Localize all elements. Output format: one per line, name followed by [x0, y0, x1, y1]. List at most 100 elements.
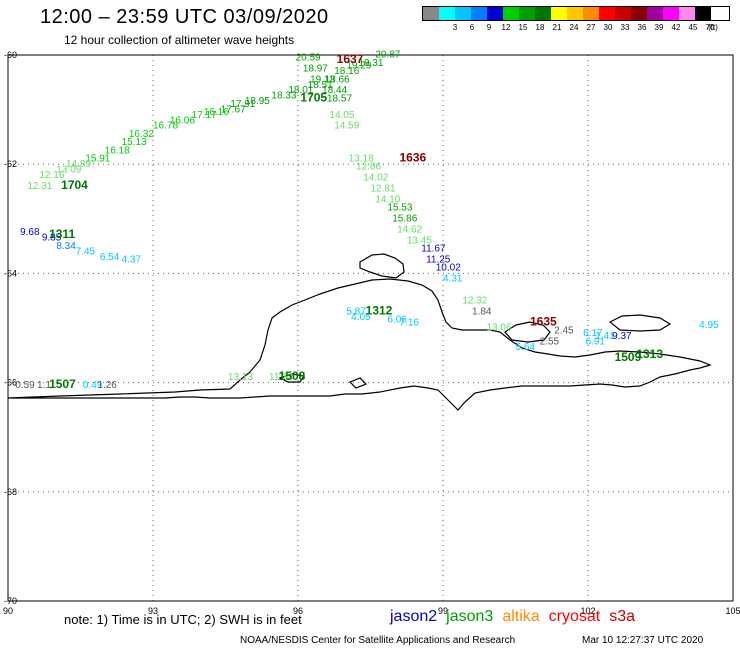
- swh-value-label: 5.87: [346, 306, 366, 317]
- map-title: 12:00 – 23:59 UTC 03/09/2020: [40, 6, 329, 28]
- satellite-pass-times: 1637 1636 1635 1705 1704 1311 1312 1313 1507 1508…: [49, 52, 663, 391]
- color-scale-legend: 3 6 9 12 15 18 21 24 27 30 33 36 39 42 45 70 (ft): [422, 6, 730, 35]
- pass-time-label: 1637: [337, 52, 364, 66]
- swh-value-label: 15.86: [392, 214, 417, 225]
- swh-value-label: 14.10: [375, 194, 400, 205]
- swh-value-label: 18.33: [271, 91, 296, 102]
- swh-value-label: 11.25: [426, 254, 451, 265]
- footer-note: note: 1) Time is in UTC; 2) SWH is in fe…: [64, 612, 302, 627]
- swh-value-label: 12.81: [371, 184, 396, 195]
- swh-value-label: 16.32: [129, 129, 154, 140]
- swh-value-label: 15.13: [122, 137, 147, 148]
- swh-value-label: 19.31: [358, 58, 383, 69]
- swh-value-label: 17.91: [230, 99, 255, 110]
- legend-value: 42: [671, 23, 681, 32]
- swh-value-label: 1.26: [97, 380, 117, 391]
- swh-value-label: 13.45: [407, 235, 432, 246]
- swh-value-label: 12.32: [462, 295, 487, 306]
- map-subtitle: 12 hour collection of altimeter wave hei…: [64, 33, 295, 47]
- coastline-island-north: [359, 253, 405, 279]
- legend-swatch: [423, 7, 439, 20]
- pass-time-label: 1704: [61, 178, 88, 192]
- swh-value-label: 14.05: [329, 110, 354, 121]
- satellite-legend: jason2 jason3 altika cryosat s3a: [390, 608, 644, 626]
- swh-value-label: 13.06: [487, 323, 512, 334]
- swh-value-label: 5.64: [516, 342, 536, 353]
- swh-value-label: 15.91: [85, 153, 110, 164]
- swh-value-label: 2.55: [540, 336, 560, 347]
- swh-value-label: 7.45: [76, 246, 96, 257]
- longitude-tick-label: 96: [293, 606, 303, 616]
- latitude-tick-label: -64: [4, 268, 17, 278]
- coastline-island-east-2: [608, 314, 672, 332]
- swh-value-label: 17.67: [221, 104, 246, 115]
- legend-unit: (ft): [708, 23, 718, 32]
- swh-value-label: 13.09: [56, 164, 81, 175]
- longitude-tick-label: 102: [580, 606, 595, 616]
- legend-swatch: [583, 7, 599, 20]
- swh-value-label: 1.84: [472, 306, 492, 317]
- swh-value-label: 16.16: [204, 107, 229, 118]
- legend-value: 9: [486, 23, 492, 32]
- coastline-island-east: [504, 321, 551, 343]
- swh-value-label: 13.18: [349, 153, 374, 164]
- legend-swatch: [551, 7, 567, 20]
- swh-value-label: 18.57: [327, 93, 352, 104]
- legend-swatch: [631, 7, 647, 20]
- swh-value-label: 18.66: [325, 74, 350, 85]
- swh-value-label: 20.59: [296, 52, 321, 63]
- satellite-name: altika: [502, 608, 540, 625]
- pass-time-label: 1705: [300, 90, 327, 104]
- swh-value-label: 6.06: [387, 315, 407, 326]
- swh-value-label: 16.78: [153, 121, 178, 132]
- latitude-tick-label: -68: [4, 487, 17, 497]
- legend-swatch: [567, 7, 583, 20]
- swh-value-label: 9.68: [20, 227, 40, 238]
- pass-time-label: 1636: [400, 150, 427, 164]
- longitude-tick-label: 90: [3, 606, 13, 616]
- legend-color-boxes: [422, 6, 730, 21]
- pass-time-label: 1508: [279, 369, 306, 383]
- latitude-tick-label: -66: [4, 378, 17, 388]
- swh-value-label: 1.1: [37, 380, 51, 391]
- swh-value-label: 15.53: [387, 203, 412, 214]
- legend-value: 30: [603, 23, 613, 32]
- latitude-tick-label: -62: [4, 159, 17, 169]
- swh-value-label: 19.29: [346, 61, 371, 72]
- satellite-name: jason3: [446, 608, 494, 625]
- legend-swatch: [519, 7, 535, 20]
- legend-value: 27: [586, 23, 596, 32]
- swh-value-label: 18.16: [334, 66, 359, 77]
- footer-credit: NOAA/NESDIS Center for Satellite Applica…: [240, 635, 516, 646]
- swh-value-label: 16.18: [105, 145, 130, 156]
- satellite-name: cryosat: [548, 608, 601, 625]
- swh-value-label: 2.45: [554, 325, 574, 336]
- antarctic-coastline: [7, 253, 712, 411]
- coastline-mainland: [7, 278, 712, 411]
- swh-value-label: 12.16: [39, 170, 64, 181]
- swh-value-label: 1.41: [595, 331, 615, 342]
- latitude-tick-label: -60: [4, 50, 17, 60]
- swh-value-label: 10.02: [436, 263, 461, 274]
- swh-value-label: 18.95: [245, 96, 270, 107]
- swh-value-label: 18.97: [303, 63, 328, 74]
- legend-swatch: [647, 7, 663, 20]
- legend-value: 15: [518, 23, 528, 32]
- legend-value: 12: [501, 23, 511, 32]
- swh-value-label: 11.67: [421, 244, 446, 255]
- map-frame: [7, 54, 734, 602]
- legend-swatch: [615, 7, 631, 20]
- axis-tick-labels: 90 93 96 99 102 105 -60 -62 -64 -66 -68 -70: [3, 50, 740, 616]
- longitude-tick-label: 99: [438, 606, 448, 616]
- legend-swatch: [535, 7, 551, 20]
- swh-value-label: 14.59: [334, 121, 359, 132]
- legend-value: 3: [452, 23, 458, 32]
- legend-swatch: [599, 7, 615, 20]
- swh-value-label: 14.62: [397, 224, 422, 235]
- swh-value-label: 9.37: [612, 331, 632, 342]
- pass-time-label: 1312: [366, 303, 393, 317]
- swh-value-label: 14.89: [66, 159, 91, 170]
- swh-value-label: 7.16: [400, 317, 420, 328]
- swh-value-label: 12.86: [356, 162, 381, 173]
